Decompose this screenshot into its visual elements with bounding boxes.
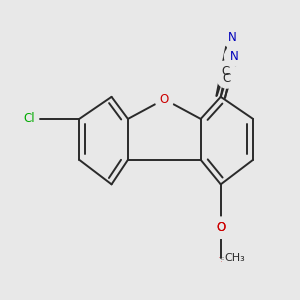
Text: O: O: [219, 257, 220, 258]
Circle shape: [222, 26, 243, 48]
Text: C: C: [222, 65, 230, 78]
Circle shape: [217, 69, 236, 88]
Circle shape: [211, 218, 230, 237]
Text: O: O: [216, 221, 225, 234]
Circle shape: [210, 217, 231, 238]
Circle shape: [215, 61, 236, 82]
Text: C: C: [223, 72, 231, 85]
Text: Cl: Cl: [23, 112, 35, 125]
Text: O: O: [160, 93, 169, 106]
Text: CH₃: CH₃: [225, 253, 246, 263]
Text: O: O: [216, 221, 225, 234]
Text: N: N: [230, 50, 238, 63]
Circle shape: [155, 90, 174, 109]
Circle shape: [224, 47, 243, 66]
Text: O–CH₃: O–CH₃: [221, 257, 225, 258]
Text: O: O: [221, 257, 222, 258]
Text: O: O: [221, 261, 222, 262]
Text: N: N: [228, 31, 237, 44]
